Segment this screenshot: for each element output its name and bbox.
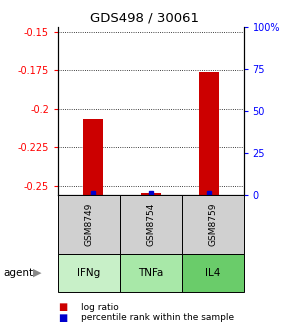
Text: agent: agent	[3, 268, 33, 278]
Text: ■: ■	[58, 312, 67, 323]
Bar	[199, 72, 219, 195]
Text: GSM8759: GSM8759	[208, 203, 217, 246]
Text: GSM8754: GSM8754	[146, 203, 155, 246]
Text: TNFa: TNFa	[138, 268, 164, 278]
Text: ▶: ▶	[33, 268, 42, 278]
Text: GSM8749: GSM8749	[84, 203, 93, 246]
Bar	[83, 119, 103, 195]
Text: percentile rank within the sample: percentile rank within the sample	[81, 313, 234, 322]
Text: log ratio: log ratio	[81, 303, 119, 312]
Bar	[141, 193, 161, 195]
Text: IFNg: IFNg	[77, 268, 101, 278]
Text: ■: ■	[58, 302, 67, 312]
Text: IL4: IL4	[205, 268, 220, 278]
Text: GDS498 / 30061: GDS498 / 30061	[90, 12, 200, 25]
